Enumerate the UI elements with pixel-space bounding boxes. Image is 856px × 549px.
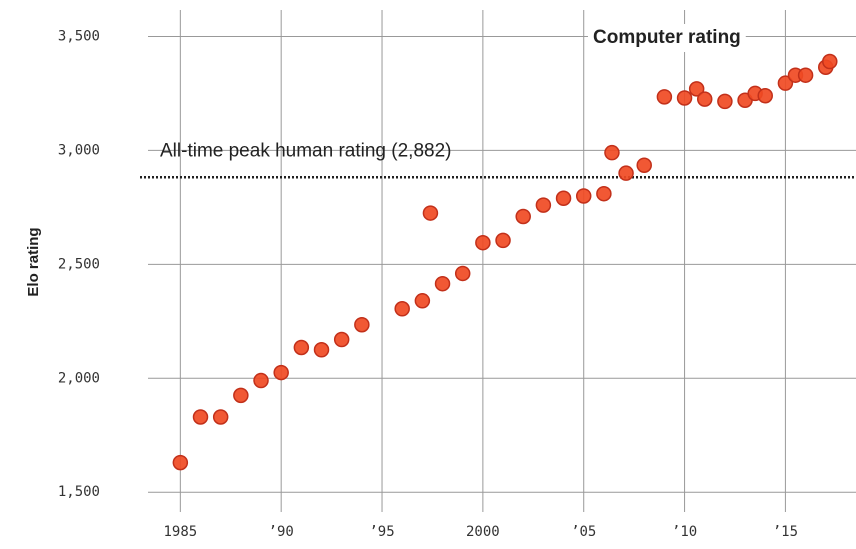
data-point xyxy=(636,157,652,173)
x-tick-label: ’10 xyxy=(672,524,697,540)
data-point xyxy=(495,232,511,249)
data-point xyxy=(273,364,289,381)
data-point xyxy=(515,208,531,225)
x-tick-label: ’15 xyxy=(773,524,798,540)
annotation: Computer rating xyxy=(593,27,741,48)
data-point xyxy=(233,387,249,404)
data-point xyxy=(293,339,310,356)
data-point xyxy=(676,90,693,106)
data-point xyxy=(253,372,269,389)
x-tick-label: 1985 xyxy=(163,524,197,540)
data-point xyxy=(604,144,620,161)
data-point xyxy=(394,301,410,317)
y-tick-label: 3,000 xyxy=(58,142,100,158)
data-point xyxy=(454,265,471,282)
data-point xyxy=(192,409,209,425)
data-point xyxy=(822,53,838,70)
data-point xyxy=(313,342,330,358)
x-tick-label: ’90 xyxy=(269,524,294,540)
y-tick-label: 2,500 xyxy=(58,256,100,272)
y-tick-label: 3,500 xyxy=(58,28,100,44)
data-point xyxy=(596,185,612,202)
data-point xyxy=(434,275,451,292)
data-point xyxy=(475,234,491,251)
data-point xyxy=(696,91,713,107)
data-point xyxy=(575,188,592,204)
data-point xyxy=(354,316,370,333)
data-point xyxy=(618,165,634,181)
reference-label: All-time peak human rating (2,882) xyxy=(160,140,451,161)
data-point xyxy=(333,331,350,348)
data-point xyxy=(777,75,794,91)
x-tick-label: ’95 xyxy=(369,524,394,540)
annotation-background xyxy=(588,24,746,52)
data-point xyxy=(797,67,814,83)
data-point xyxy=(555,190,572,207)
data-point xyxy=(212,409,229,425)
x-tick-label: 2000 xyxy=(466,524,500,540)
data-point xyxy=(535,197,552,213)
data-point xyxy=(422,205,439,221)
data-point xyxy=(656,89,673,105)
data-point xyxy=(717,93,733,110)
y-tick-label: 1,500 xyxy=(58,484,100,500)
x-tick-label: ’05 xyxy=(571,524,596,540)
data-point xyxy=(414,293,431,309)
y-tick-label: 2,000 xyxy=(58,370,100,386)
data-point xyxy=(688,81,705,97)
y-axis-label: Elo rating xyxy=(25,227,42,296)
data-point xyxy=(757,87,773,104)
data-point xyxy=(172,454,189,471)
